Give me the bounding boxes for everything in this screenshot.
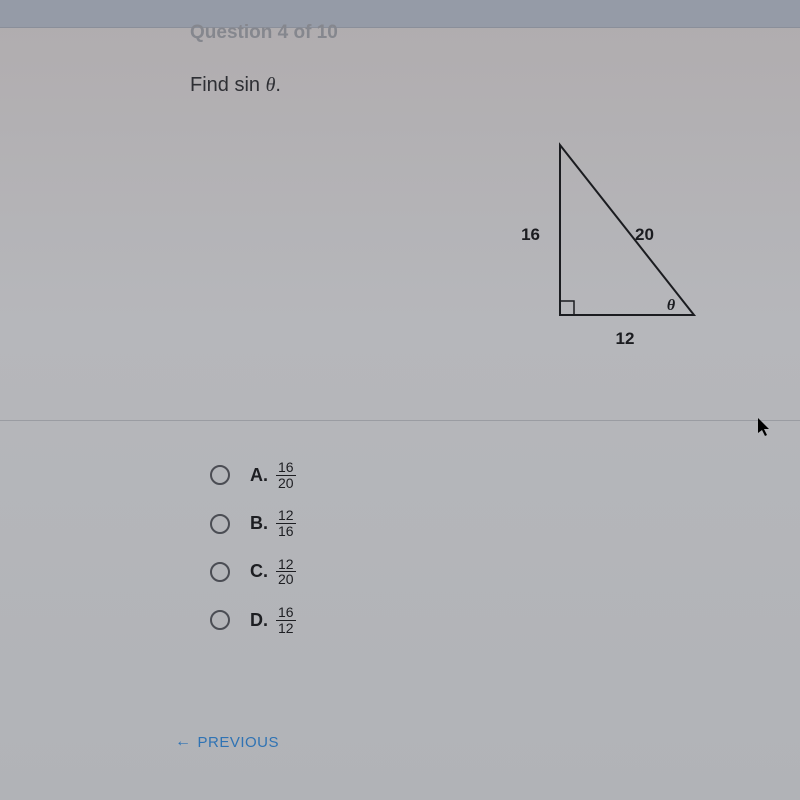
question-counter: Question 4 of 10 <box>190 22 800 44</box>
fraction-numerator: 16 <box>276 605 296 621</box>
answer-letter: C. <box>250 561 268 582</box>
answer-fraction: 16 12 <box>276 605 296 635</box>
answer-fraction: 16 20 <box>276 460 296 490</box>
arrow-left-icon: ← <box>175 733 192 751</box>
radio-icon <box>210 465 230 485</box>
fraction-denominator: 16 <box>276 524 296 539</box>
triangle-shape <box>560 145 694 315</box>
answer-option-d[interactable]: D. 16 12 <box>210 605 296 635</box>
side-label-hypotenuse: 20 <box>635 225 654 244</box>
answer-letter: B. <box>250 513 268 534</box>
previous-button[interactable]: ← PREVIOUS <box>175 733 279 751</box>
prompt-theta: θ <box>266 74 276 96</box>
question-prompt: Find sin θ. <box>190 74 800 97</box>
fraction-numerator: 12 <box>276 557 296 573</box>
radio-icon <box>210 610 230 630</box>
radio-icon <box>210 514 230 534</box>
fraction-denominator: 20 <box>276 476 296 491</box>
fraction-denominator: 12 <box>276 621 296 636</box>
side-label-base: 12 <box>616 329 635 348</box>
fraction-denominator: 20 <box>276 572 296 587</box>
section-divider <box>0 420 800 421</box>
side-label-vertical: 16 <box>521 225 540 244</box>
answer-option-a[interactable]: A. 16 20 <box>210 460 296 490</box>
right-angle-icon <box>560 301 574 315</box>
answer-option-c[interactable]: C. 12 20 <box>210 557 296 587</box>
answer-list: A. 16 20 B. 12 16 C. 12 20 D. 16 12 <box>210 460 296 654</box>
previous-label: PREVIOUS <box>198 734 280 751</box>
answer-letter: A. <box>250 465 268 486</box>
answer-fraction: 12 20 <box>276 557 296 587</box>
triangle-diagram: 16 20 12 θ <box>490 120 720 370</box>
answer-option-b[interactable]: B. 12 16 <box>210 508 296 538</box>
cursor-icon <box>758 418 774 444</box>
radio-icon <box>210 562 230 582</box>
answer-fraction: 12 16 <box>276 508 296 538</box>
angle-theta-label: θ <box>667 297 676 314</box>
prompt-pre: Find sin <box>190 74 266 96</box>
answer-letter: D. <box>250 610 268 631</box>
prompt-post: . <box>275 74 281 96</box>
fraction-numerator: 12 <box>276 508 296 524</box>
fraction-numerator: 16 <box>276 460 296 476</box>
